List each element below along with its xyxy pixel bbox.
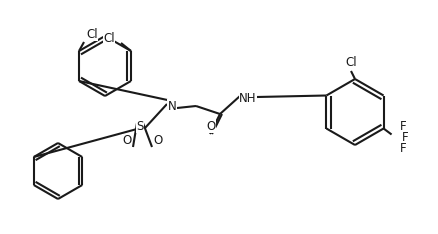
Text: F: F (402, 131, 409, 144)
Text: Cl: Cl (103, 32, 115, 44)
Text: Cl: Cl (345, 55, 357, 69)
Text: S: S (136, 120, 144, 132)
Text: O: O (122, 135, 132, 147)
Text: F: F (400, 142, 407, 155)
Text: F: F (400, 120, 407, 133)
Text: O: O (206, 120, 215, 132)
Text: NH: NH (239, 91, 257, 105)
Text: Cl: Cl (86, 28, 98, 40)
Text: N: N (168, 99, 177, 113)
Text: O: O (153, 135, 162, 147)
